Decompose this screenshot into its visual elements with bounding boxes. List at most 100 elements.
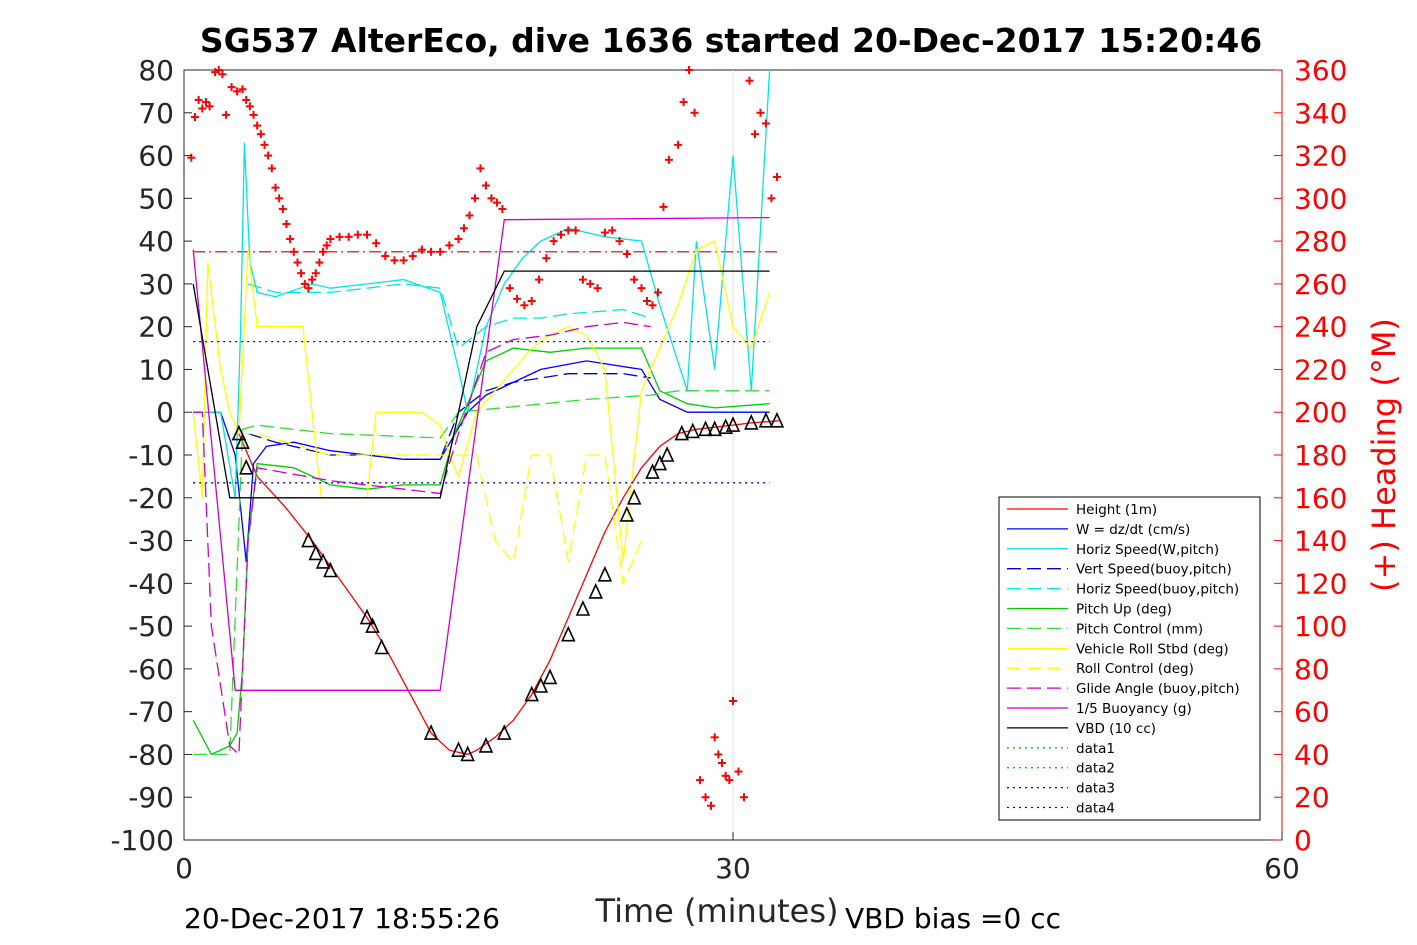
depth-marker: [478, 736, 494, 753]
y-axis-left: 80 70 60 50 40 30 20 10 0 -10 -20 -30 -40 -50 -60 -70 -8…: [110, 54, 192, 857]
y-tick-label: 60: [138, 140, 174, 173]
heading-point: [187, 153, 196, 162]
depth-marker: [460, 745, 475, 762]
depth-marker: [561, 625, 576, 642]
heading-point: [201, 98, 210, 107]
y2-tick-label: 180: [1294, 439, 1347, 472]
y-tick-label: 70: [138, 97, 174, 130]
heading-point: [372, 239, 381, 248]
heading-point: [436, 247, 445, 256]
depth-marker: [301, 531, 316, 548]
depth-marker: [597, 565, 613, 582]
heading-point: [326, 234, 335, 243]
y2-tick-label: 220: [1294, 353, 1347, 386]
depth-marker: [626, 488, 642, 505]
series-horiz-speed-w-pitch: [193, 69, 771, 498]
heading-point: [390, 256, 399, 265]
y2-tick-label: 320: [1294, 140, 1347, 173]
legend-item-w-dz-dt-cm-s: W = dz/dt (cm/s): [1007, 522, 1190, 538]
heading-point: [696, 776, 705, 785]
chart-title: SG537 AlterEco, dive 1636 started 20-Dec…: [200, 21, 1262, 60]
heading-point: [260, 140, 269, 149]
legend-item-glide-angle-buoy-pitch: Glide Angle (buoy,pitch): [1007, 681, 1240, 697]
heading-point: [679, 98, 688, 107]
heading-point: [761, 119, 770, 128]
x-tick-label: 0: [175, 852, 193, 885]
heading-point: [725, 776, 734, 785]
y2-tick-label: 300: [1294, 182, 1347, 215]
heading-point: [344, 232, 353, 241]
heading-point: [282, 220, 291, 228]
y-tick-label: -60: [128, 653, 174, 686]
heading-point: [549, 237, 558, 246]
heading-layer: [187, 66, 781, 810]
heading-point: [734, 767, 743, 776]
heading-point: [578, 275, 587, 284]
legend-label: data4: [1076, 801, 1115, 817]
legend-label: data3: [1076, 781, 1115, 797]
y2-axis-label: (+) Heading (°M): [1365, 318, 1403, 592]
y2-tick-label: 200: [1294, 396, 1347, 429]
y-tick-label: 40: [138, 225, 174, 258]
y-tick-label: 30: [138, 268, 174, 301]
legend-item-pitch-up-deg: Pitch Up (deg): [1007, 602, 1172, 618]
heading-point: [427, 247, 436, 256]
y-tick-label: 0: [156, 396, 174, 429]
depth-marker: [685, 422, 700, 439]
heading-point: [653, 288, 662, 297]
depth-marker: [231, 424, 247, 441]
heading-point: [622, 249, 631, 258]
heading-point: [767, 194, 776, 203]
depth-marker: [652, 454, 668, 471]
heading-point: [745, 76, 754, 85]
y-tick-label: -70: [128, 696, 174, 729]
legend-label: W = dz/dt (cm/s): [1076, 522, 1190, 538]
heading-point: [454, 234, 463, 243]
depth-marker: [707, 420, 722, 437]
legend-label: Height (1m): [1076, 502, 1157, 518]
y2-tick-label: 160: [1294, 482, 1347, 515]
heading-point: [253, 121, 262, 130]
x-tick-label: 30: [715, 852, 751, 885]
heading-point: [249, 110, 258, 119]
heading-point: [659, 202, 668, 211]
heading-point: [721, 771, 730, 780]
heading-point: [690, 108, 699, 117]
heading-point: [600, 228, 609, 237]
heading-point: [520, 301, 529, 310]
legend-label: Horiz Speed(W,pitch): [1076, 542, 1219, 558]
heading-point: [315, 258, 324, 267]
legend-label: Roll Control (deg): [1076, 661, 1194, 677]
series-pitch-control-mm: [193, 390, 770, 756]
heading-point: [264, 151, 273, 160]
heading-point: [227, 83, 236, 92]
depth-marker: [619, 505, 635, 522]
depth-marker: [451, 741, 466, 757]
heading-point: [399, 256, 408, 265]
heading-point: [571, 226, 580, 235]
heading-point: [707, 801, 716, 810]
legend-label: Vert Speed(buoy,pitch): [1076, 562, 1232, 578]
y2-tick-label: 120: [1294, 567, 1347, 600]
series-roll-control-deg: [238, 432, 643, 586]
heading-point: [714, 750, 723, 759]
footer-vbd-bias: VBD bias =0 cc: [845, 902, 1061, 935]
heading-point: [593, 284, 602, 293]
legend-label: Pitch Control (mm): [1076, 621, 1203, 637]
x-axis-label: Time (minutes): [595, 892, 839, 930]
heading-point: [271, 183, 280, 192]
heading-point: [459, 224, 468, 233]
heading-point: [772, 172, 781, 181]
heading-point: [710, 733, 719, 742]
depth-marker: [374, 638, 389, 655]
series-glide-angle-buoy-pitch: [193, 321, 651, 756]
heading-point: [275, 194, 284, 203]
y2-tick-label: 260: [1294, 268, 1347, 301]
heading-point: [498, 205, 507, 214]
heading-point: [542, 254, 551, 263]
depth-marker: [315, 553, 331, 569]
heading-point: [465, 211, 474, 220]
y-tick-label: -20: [128, 482, 174, 515]
series-height-1m: [238, 420, 779, 756]
